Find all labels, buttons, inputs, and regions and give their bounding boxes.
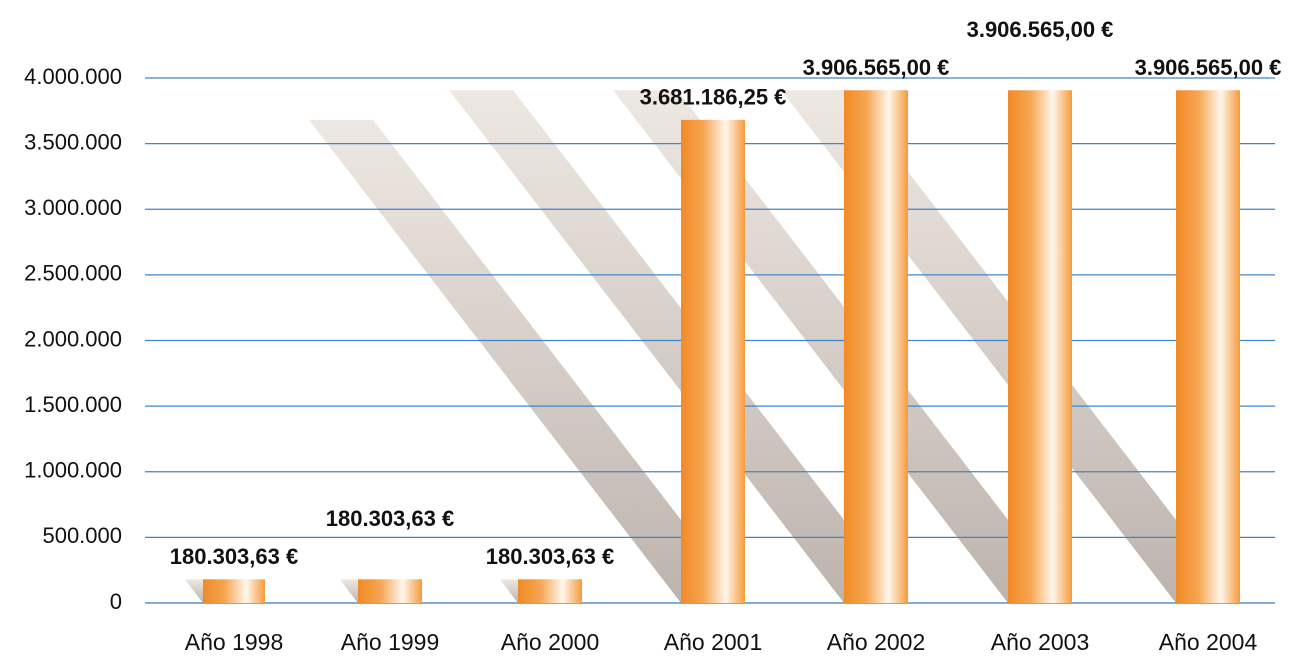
- y-tick-label: 0: [110, 589, 122, 614]
- bar: [358, 579, 422, 603]
- bar-shadow: [308, 119, 745, 604]
- y-tick-label: 500.000: [42, 523, 122, 548]
- x-tick-label: Año 1999: [341, 629, 439, 655]
- x-tick-label: Año 1998: [185, 629, 283, 655]
- value-label: 3.906.565,00 €: [967, 17, 1114, 42]
- bar: [844, 90, 908, 603]
- bar: [1008, 90, 1072, 603]
- y-tick-label: 1.000.000: [24, 458, 122, 483]
- bar: [203, 579, 265, 603]
- y-tick-label: 2.500.000: [24, 261, 122, 286]
- bar: [681, 119, 745, 604]
- value-label: 3.681.186,25 €: [640, 85, 787, 110]
- x-tick-label: Año 2002: [827, 629, 925, 655]
- y-tick-label: 3.500.000: [24, 129, 122, 154]
- value-label: 3.906.565,00 €: [803, 55, 950, 80]
- x-tick-label: Año 2004: [1159, 629, 1258, 655]
- bar: [518, 579, 582, 603]
- y-tick-label: 3.000.000: [24, 195, 122, 220]
- bar-shadow: [449, 90, 908, 603]
- x-tick-label: Año 2001: [664, 629, 762, 655]
- value-label: 180.303,63 €: [326, 506, 454, 531]
- x-tick-label: Año 2003: [991, 629, 1089, 655]
- y-tick-label: 2.000.000: [24, 326, 122, 351]
- bar: [1176, 90, 1240, 603]
- y-tick-label: 4.000.000: [24, 64, 122, 89]
- value-label: 3.906.565,00 €: [1135, 55, 1282, 80]
- y-tick-label: 1.500.000: [24, 392, 122, 417]
- x-tick-label: Año 2000: [501, 629, 599, 655]
- value-label: 180.303,63 €: [170, 544, 298, 569]
- value-label: 180.303,63 €: [486, 544, 614, 569]
